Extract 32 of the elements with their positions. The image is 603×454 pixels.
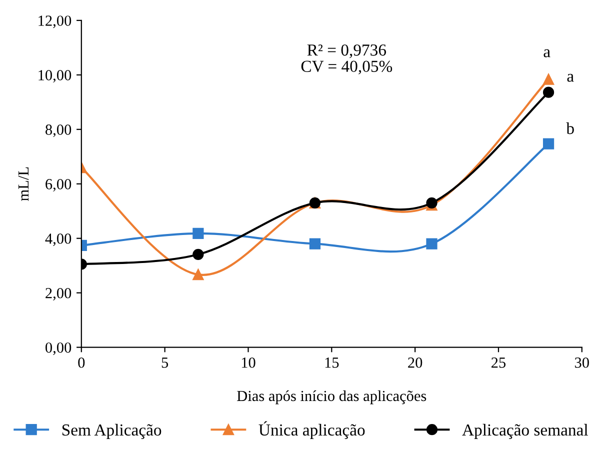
annotation: b bbox=[566, 122, 574, 134]
x-tick-label: 0 bbox=[78, 357, 85, 368]
legend-label: Única aplicação bbox=[258, 421, 365, 439]
y-tick-label: 10,00 bbox=[38, 70, 72, 83]
x-axis-title: Dias após início das aplicações bbox=[237, 390, 426, 404]
annotation: a bbox=[544, 49, 550, 58]
x-tick-label: 25 bbox=[492, 358, 506, 368]
point bbox=[426, 197, 438, 208]
annotation: R² = 0,9736 CV = 40,05% bbox=[301, 44, 392, 74]
x-tick-label: 15 bbox=[325, 358, 339, 368]
point bbox=[426, 238, 438, 250]
x-tick-label: 20 bbox=[408, 357, 422, 368]
point bbox=[542, 138, 554, 150]
x-tick-label: 10 bbox=[242, 357, 256, 368]
x-tick-label: 5 bbox=[162, 358, 168, 368]
point bbox=[542, 74, 554, 85]
point bbox=[192, 228, 204, 240]
y-tick-label: 0,00 bbox=[46, 342, 72, 355]
x-tick-label: 30 bbox=[574, 357, 589, 368]
y-tick-label: 12,00 bbox=[38, 16, 72, 28]
annotation: a bbox=[567, 74, 574, 82]
y-tick-label: 6,00 bbox=[46, 179, 72, 192]
point bbox=[192, 269, 204, 280]
point bbox=[192, 248, 204, 260]
point bbox=[542, 86, 554, 98]
y-tick-label: 8,00 bbox=[46, 124, 72, 138]
y-tick-label: 4,00 bbox=[45, 233, 72, 246]
legend-label: Aplicação semanal bbox=[462, 424, 588, 439]
legend-label: Sem Aplicação bbox=[62, 424, 162, 439]
y-axis-title: mL/L bbox=[18, 167, 29, 201]
point bbox=[309, 238, 321, 250]
y-tick-label: 2,00 bbox=[46, 288, 72, 300]
